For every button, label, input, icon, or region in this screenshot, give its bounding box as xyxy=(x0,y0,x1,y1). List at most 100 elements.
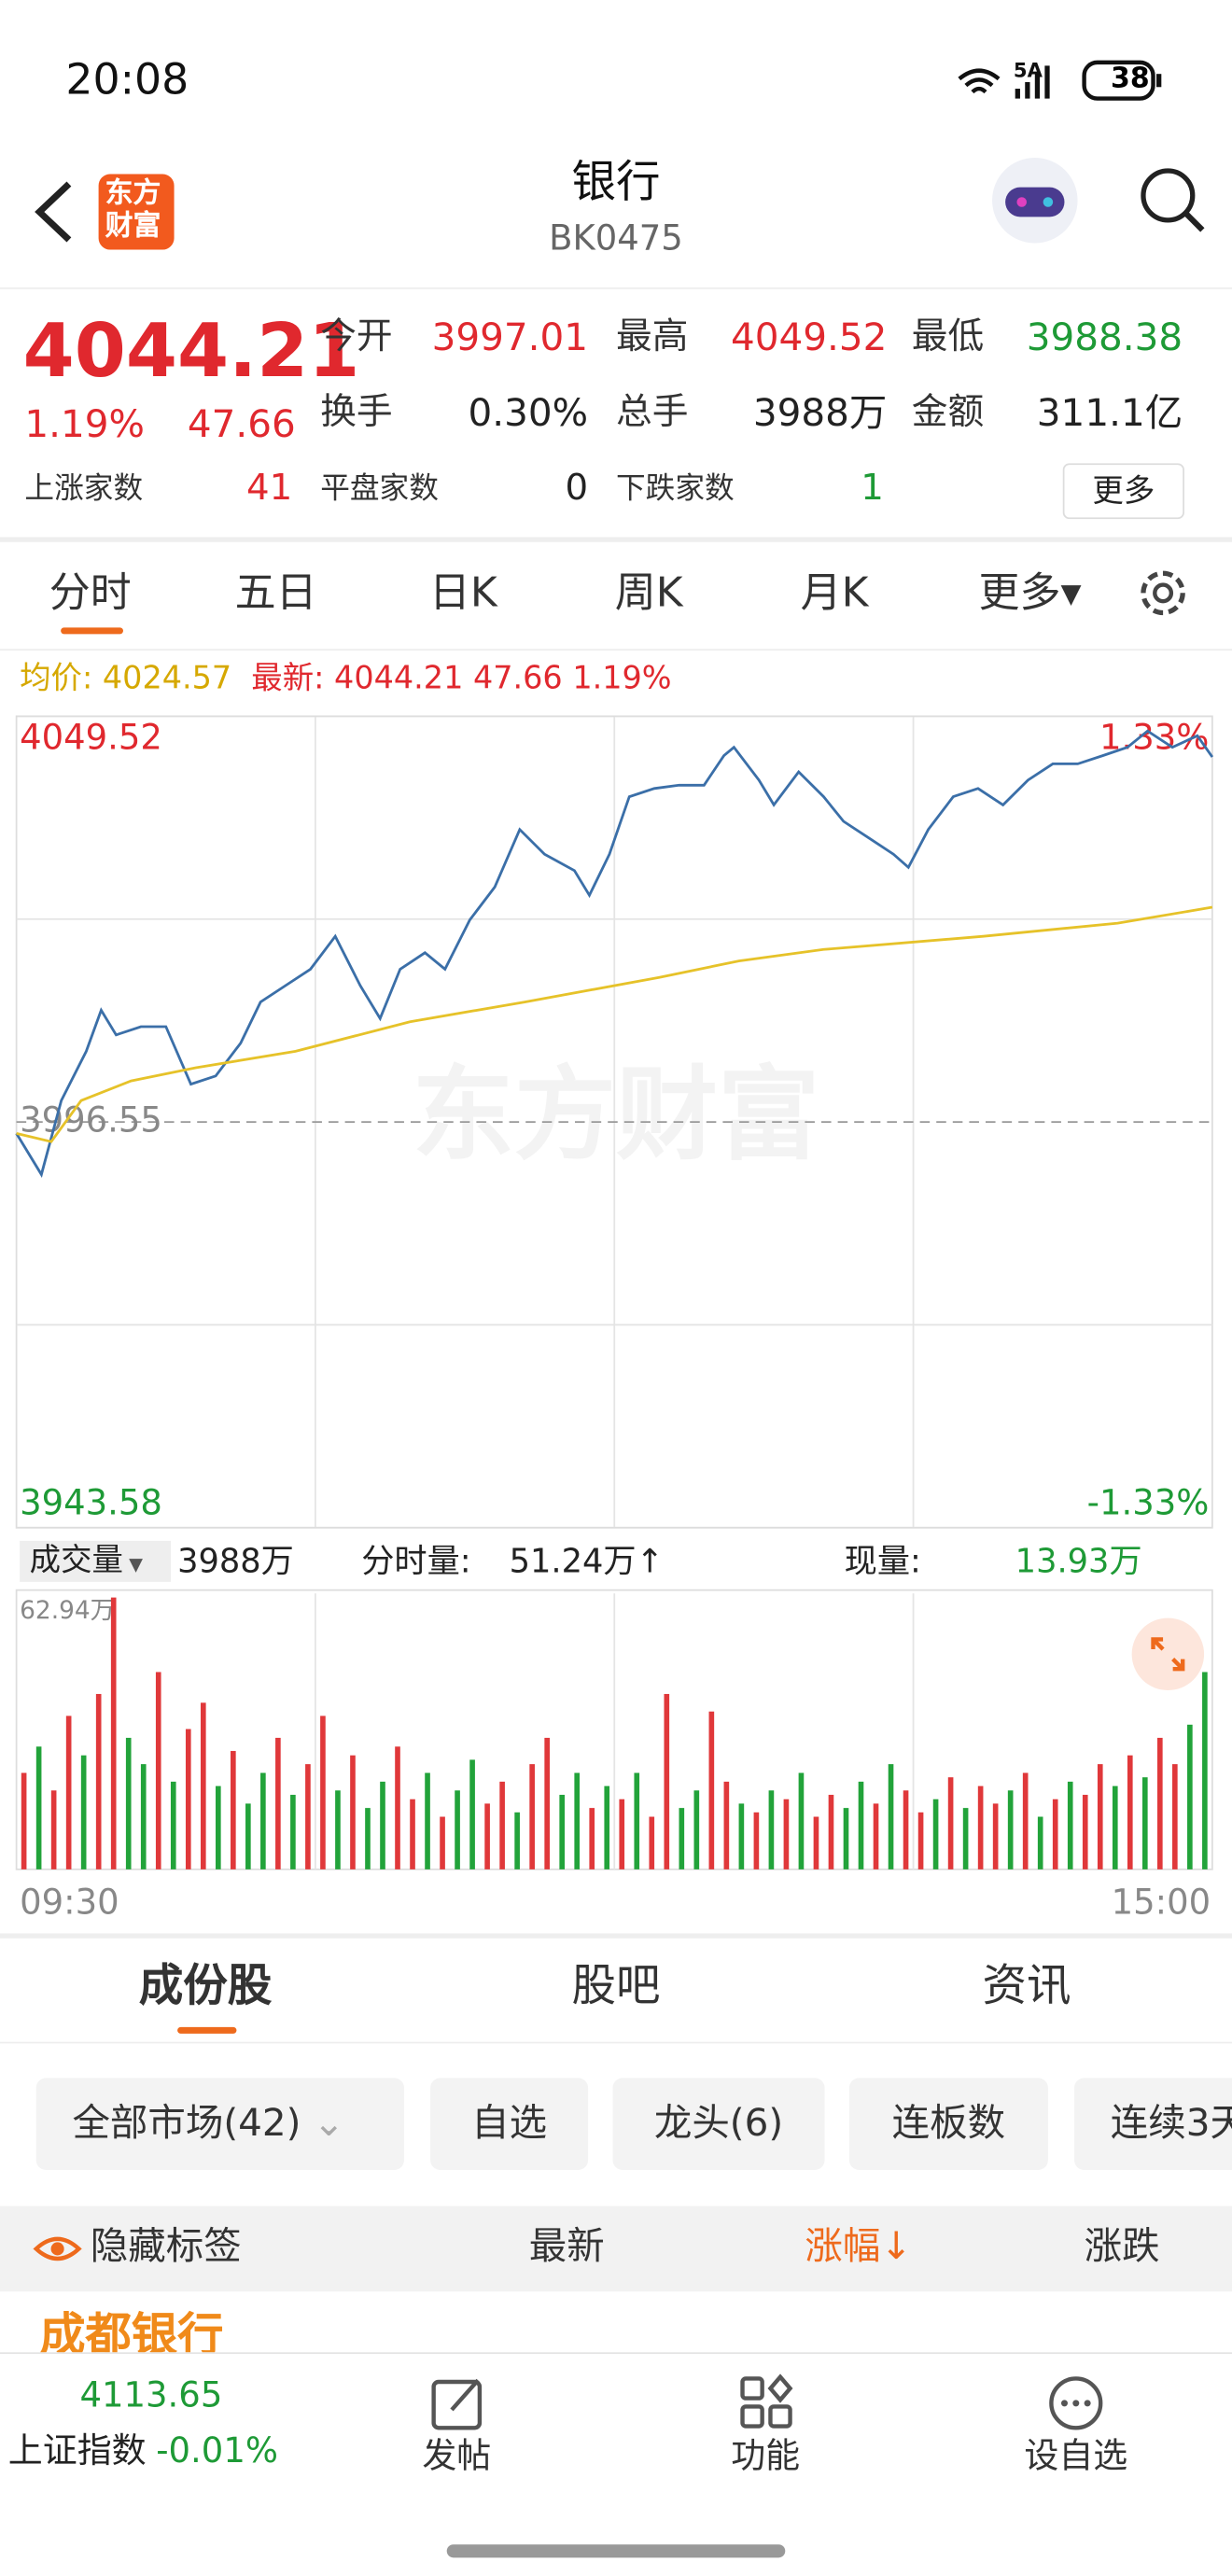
tab[interactable]: 周K xyxy=(614,567,683,616)
volume-bar xyxy=(1007,1790,1014,1869)
status-icons xyxy=(958,60,1162,101)
post-icon[interactable] xyxy=(428,2373,487,2432)
volume-bar xyxy=(320,1715,326,1869)
stock-name[interactable]: 成都银行 xyxy=(39,2307,224,2362)
volume-bar xyxy=(529,1764,535,1869)
last-price: 4044.21 xyxy=(22,307,360,395)
change-percent: 1.19% xyxy=(24,403,146,447)
volume-bar xyxy=(903,1790,909,1869)
minute-volume: 51.24万↑ xyxy=(509,1540,665,1581)
volume-bar xyxy=(1112,1785,1118,1869)
back-button[interactable] xyxy=(30,177,79,246)
stat-value: 3997.01 xyxy=(431,316,589,360)
volume-bar xyxy=(395,1746,400,1869)
volume-bar xyxy=(50,1790,57,1869)
breadth-label: 上涨家数 xyxy=(24,471,144,507)
column-header[interactable]: 涨跌 xyxy=(1084,2225,1160,2269)
volume-bar xyxy=(200,1702,206,1869)
section[interactable]: 股吧 xyxy=(571,1961,661,2012)
filter-chip[interactable]: 自选 xyxy=(430,2078,589,2170)
tab[interactable]: 五日 xyxy=(234,567,317,616)
filter-chip[interactable]: 连板数 xyxy=(848,2078,1048,2170)
volume-bar xyxy=(723,1781,730,1869)
volume-bar xyxy=(947,1777,954,1869)
tab-active[interactable]: 分时 xyxy=(49,567,132,616)
current-volume: 13.93万 xyxy=(1015,1540,1142,1581)
average-price: 均价: 4024.57 xyxy=(20,660,232,697)
volume-bar xyxy=(962,1808,969,1869)
breadth-value: 1 xyxy=(861,468,884,510)
watchlist-icon[interactable] xyxy=(1046,2373,1105,2432)
volume-bar xyxy=(350,1755,356,1869)
change-amount: 47.66 xyxy=(187,403,296,447)
volume-bar xyxy=(544,1737,550,1869)
volume-bar xyxy=(589,1808,595,1869)
volume-bar xyxy=(440,1816,445,1869)
stat-label: 今开 xyxy=(320,316,393,358)
function-icon[interactable] xyxy=(737,2373,796,2432)
filter-chip[interactable]: 连续3天 xyxy=(1074,2078,1232,2170)
board-code: BK0475 xyxy=(549,218,683,259)
index-change: -0.01% xyxy=(156,2430,278,2471)
volume-bar xyxy=(110,1597,117,1869)
divider xyxy=(0,287,1232,289)
volume-bar xyxy=(1141,1777,1148,1869)
settings-button[interactable] xyxy=(1133,564,1192,623)
volume-bar xyxy=(365,1808,371,1869)
volume-bar xyxy=(95,1693,102,1869)
expand-button[interactable] xyxy=(1130,1617,1206,1692)
nav-label[interactable]: 功能 xyxy=(731,2436,801,2476)
volume-bar xyxy=(1172,1764,1178,1869)
assistant-avatar[interactable] xyxy=(989,154,1082,246)
volume-bar xyxy=(1097,1764,1103,1869)
volume-bar xyxy=(1052,1799,1058,1869)
current-volume-label: 现量: xyxy=(844,1540,921,1581)
tab-indicator xyxy=(61,627,123,635)
chip-text: 全部市场(42) xyxy=(72,2102,301,2146)
volume-bar xyxy=(693,1790,700,1869)
volume-bar xyxy=(798,1772,805,1869)
section-active[interactable]: 成份股 xyxy=(138,1961,273,2012)
price-line xyxy=(16,905,1213,1143)
search-button[interactable] xyxy=(1137,164,1209,236)
volume-bar xyxy=(1127,1755,1133,1869)
volume-bar xyxy=(843,1808,849,1869)
volume-bar xyxy=(514,1812,520,1869)
more-button[interactable]: 更多 xyxy=(1062,463,1184,520)
column-header[interactable]: 隐藏标签 xyxy=(90,2225,242,2269)
eye-icon[interactable] xyxy=(33,2229,82,2268)
index-name[interactable]: 上证指数 xyxy=(7,2430,147,2471)
volume-bar xyxy=(664,1693,670,1869)
volume-bar xyxy=(484,1803,490,1869)
app-logo[interactable]: 东方 财富 xyxy=(98,174,175,250)
column-header-sorted[interactable]: 涨幅↓ xyxy=(805,2225,913,2269)
y-tick-label: 4049.52 xyxy=(20,718,162,758)
x-tick-label: 09:30 xyxy=(20,1882,119,1922)
nav-label[interactable]: 设自选 xyxy=(1024,2436,1128,2476)
filter-chip[interactable]: 龙头(6) xyxy=(612,2078,825,2170)
stat-label: 换手 xyxy=(320,392,393,434)
tab[interactable]: 更多▾ xyxy=(978,567,1082,616)
stat-label: 最低 xyxy=(911,316,985,358)
stat-value: 3988.38 xyxy=(1026,316,1183,360)
nav-label[interactable]: 发帖 xyxy=(422,2436,492,2476)
volume-bar xyxy=(768,1790,775,1869)
volume-bar xyxy=(425,1772,430,1869)
volume-bar xyxy=(1157,1737,1163,1869)
column-header[interactable]: 最新 xyxy=(528,2225,605,2269)
volume-bar xyxy=(634,1772,640,1869)
y2-tick-label: -1.33% xyxy=(1087,1483,1210,1523)
volume-selector[interactable]: 成交量 ▼ xyxy=(20,1540,172,1582)
section[interactable]: 资讯 xyxy=(982,1961,1071,2012)
minute-volume-label: 分时量: xyxy=(361,1540,471,1581)
volume-bar xyxy=(828,1795,834,1869)
volume-bar xyxy=(992,1803,999,1869)
stat-label: 总手 xyxy=(616,392,689,434)
filter-chip[interactable]: 全部市场(42) ⌄ xyxy=(35,2078,404,2170)
tab[interactable]: 月K xyxy=(800,567,869,616)
volume-bar xyxy=(499,1781,505,1869)
stat-value: 311.1亿 xyxy=(1036,392,1183,436)
tab[interactable]: 日K xyxy=(428,567,497,616)
